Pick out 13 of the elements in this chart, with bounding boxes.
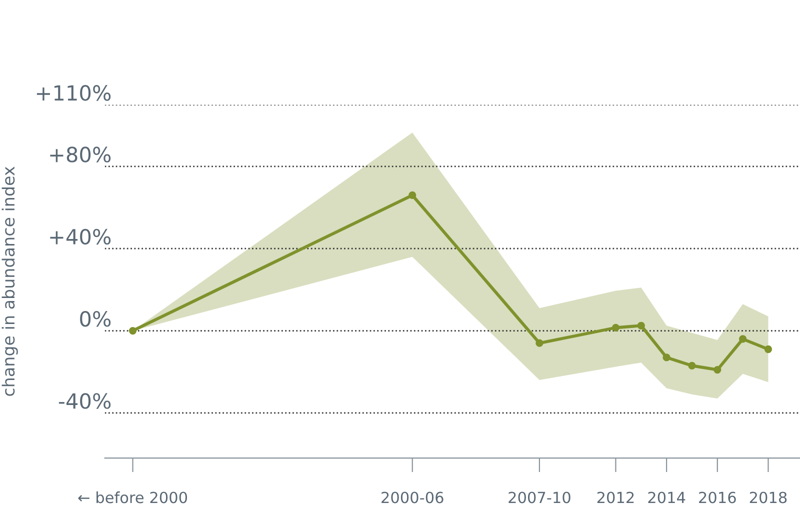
- x-tick-label: ← before 2000: [78, 491, 188, 504]
- y-axis-title: change in abundance index: [2, 166, 18, 396]
- y-tick-label: +40%: [50, 228, 111, 245]
- x-tick-label: 2012: [597, 492, 634, 504]
- x-tick-label: 2018: [750, 492, 787, 504]
- y-tick-label: -40%: [58, 393, 111, 409]
- x-tick-label: 2007-10: [508, 492, 570, 504]
- x-tick-label: 2000-06: [382, 492, 444, 504]
- x-tick-label: 2014: [648, 492, 686, 504]
- y-tick-label: +110%: [36, 85, 111, 101]
- y-tick-label: +80%: [50, 146, 111, 162]
- y-tick-label: 0%: [80, 310, 111, 327]
- x-tick-label: 2016: [699, 492, 736, 504]
